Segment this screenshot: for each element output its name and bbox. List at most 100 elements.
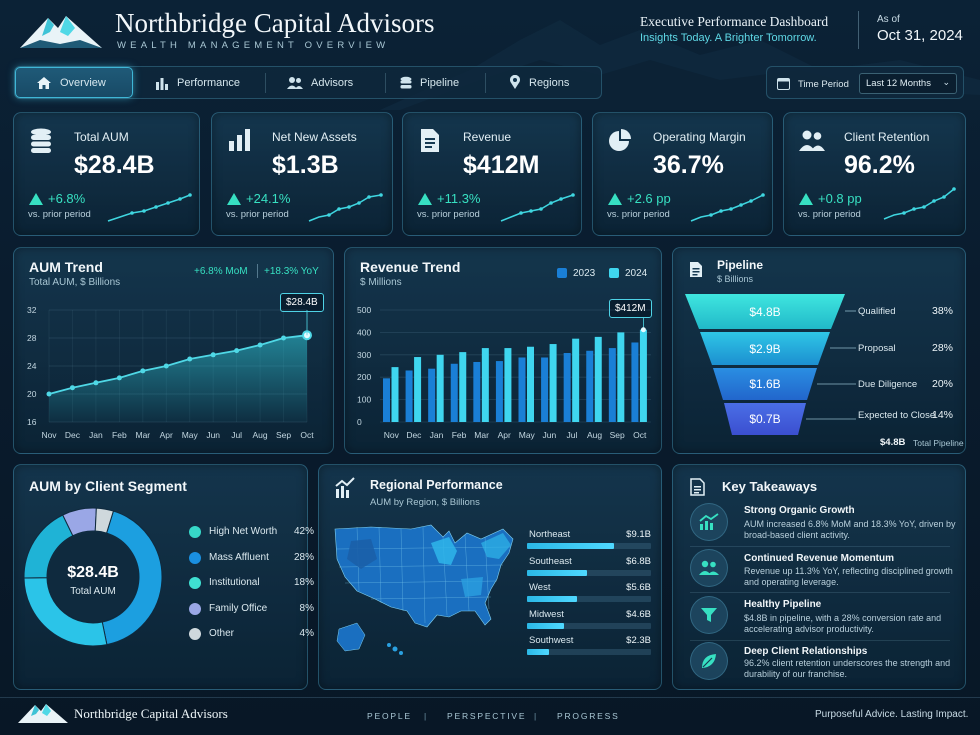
legend-dot	[189, 577, 201, 589]
segment-legend-item: Family Office 8%	[189, 602, 314, 616]
legend-dot	[189, 526, 201, 538]
region-bar-track	[527, 649, 651, 655]
chevron-down-icon: ⌄	[942, 77, 950, 87]
time-period-select[interactable]: Last 12 Months ⌄	[859, 73, 957, 94]
aum-point	[46, 391, 52, 397]
sparkline	[308, 193, 383, 222]
aum-point	[163, 363, 169, 369]
tab-pipeline[interactable]: Pipeline	[400, 67, 485, 98]
revenue-trend-chart: 0 100 200 300 400 500 Nov Dec Jan Feb Mar Apr May Jun…	[357, 305, 651, 440]
aum-trend-chart: 16 20 24 28 32 Nov Dec Jan Feb Mar Apr May Jun Jul Aug…	[27, 305, 314, 440]
up-arrow-icon	[227, 193, 241, 205]
kpi-comparison: vs. prior period	[607, 209, 670, 220]
revenue-trend-card: Revenue Trend $ Millions 2023 2024 $412M…	[344, 247, 662, 454]
kpi-comparison: vs. prior period	[226, 209, 289, 220]
takeaway-title: Healthy Pipeline	[744, 599, 822, 610]
legend-swatch-2024	[609, 268, 619, 278]
trend-up-icon	[699, 513, 719, 530]
dashboard-title: Executive Performance Dashboard	[640, 14, 829, 29]
bar-2024	[459, 352, 467, 422]
legend-dot	[189, 628, 201, 640]
legend-2024: 2024	[625, 268, 648, 279]
tab-advisors[interactable]: Advisors	[287, 67, 377, 98]
bar-2023	[495, 361, 503, 422]
footer-link-people[interactable]: PEOPLE	[367, 711, 412, 721]
region-name: Midwest	[529, 608, 564, 620]
card-title: AUM by Client Segment	[29, 478, 187, 494]
kpi-title: Total AUM	[74, 130, 129, 144]
regional-card: Regional Performance AUM by Region, $ Bi…	[318, 464, 662, 690]
funnel-value: $1.6B	[749, 377, 781, 391]
bar-2024	[527, 346, 534, 422]
divider	[690, 592, 950, 593]
x-tick-label: May	[519, 430, 536, 440]
region-bar-track	[527, 543, 651, 549]
x-tick-label: Nov	[384, 430, 400, 440]
donut-slice	[94, 507, 115, 534]
tab-regions[interactable]: Regions	[509, 67, 594, 98]
x-tick-label: Apr	[498, 430, 511, 440]
tab-overview[interactable]: Overview	[15, 67, 133, 98]
as-of-label: As of	[877, 14, 900, 25]
pipeline-total-label: Total Pipeline	[913, 438, 964, 448]
aum-yoy: +18.3% YoY	[264, 266, 319, 277]
segment-legend-item: Other 4%	[189, 627, 314, 641]
y-tick-label: 500	[357, 305, 371, 315]
footer-brand: Northbridge Capital Advisors	[74, 706, 228, 721]
footer-divider	[0, 697, 980, 698]
kpi-card-operating-margin: Operating Margin 36.7% +2.6 pp vs. prior…	[592, 112, 773, 236]
region-row: Southeast $6.8B	[527, 556, 651, 578]
aum-point	[187, 356, 193, 362]
x-tick-label: Jul	[567, 430, 578, 440]
aum-point	[69, 385, 75, 391]
kpi-delta: +24.1%	[246, 191, 291, 206]
main-nav: Overview Performance Advisors Pipeline R…	[14, 66, 602, 99]
footer-separator: |	[534, 711, 539, 721]
bar-2024	[414, 357, 422, 422]
stage-name: Expected to Close	[858, 410, 936, 421]
tab-divider	[385, 73, 386, 93]
donut-center-label: Total AUM	[70, 586, 116, 597]
tab-divider	[265, 73, 266, 93]
footer-tagline: Purposeful Advice. Lasting Impact.	[815, 709, 969, 720]
highlight-point	[640, 327, 646, 333]
document-icon	[690, 262, 702, 277]
footer-separator: |	[424, 711, 429, 721]
bar-2023	[541, 357, 549, 422]
stage-name: Proposal	[858, 343, 896, 354]
brand-subtitle: WEALTH MANAGEMENT OVERVIEW	[117, 40, 390, 51]
card-subtitle: AUM by Region, $ Billions	[370, 497, 480, 508]
aum-line	[48, 334, 308, 395]
document-icon	[690, 478, 705, 496]
bar-2023	[608, 348, 616, 422]
footer-link-perspective[interactable]: PERSPECTIVE	[447, 711, 527, 721]
aum-point	[93, 380, 99, 386]
kpi-value: 96.2%	[844, 151, 915, 179]
x-tick-label: Dec	[406, 430, 422, 440]
bar-2023	[631, 342, 639, 422]
home-icon	[37, 76, 51, 89]
takeaway-icon	[690, 549, 728, 587]
kpi-delta: +0.8 pp	[818, 191, 862, 206]
region-name: Southeast	[529, 555, 572, 567]
revenue-tooltip: $412M	[609, 299, 652, 318]
segment-legend-item: Institutional 18%	[189, 576, 314, 590]
database-icon	[400, 76, 412, 88]
divider	[257, 264, 258, 278]
x-tick-label: Jun	[543, 430, 557, 440]
x-tick-label: Sep	[276, 430, 291, 440]
x-tick-label: Sep	[610, 430, 625, 440]
tab-label: Regions	[529, 76, 570, 89]
footer-link-progress[interactable]: PROGRESS	[557, 711, 620, 721]
card-subtitle: $ Billions	[717, 274, 754, 284]
y-tick-label: 16	[27, 417, 37, 427]
tab-performance[interactable]: Performance	[155, 67, 265, 98]
takeaway-icon	[690, 503, 728, 541]
x-tick-label: Aug	[253, 430, 268, 440]
time-period-filter: Time Period Last 12 Months ⌄	[766, 66, 964, 99]
takeaway-icon	[690, 642, 728, 680]
segment-name: Other	[209, 628, 235, 639]
y-tick-label: 32	[27, 305, 37, 315]
kpi-value: $412M	[463, 151, 540, 179]
region-value: $5.6B	[626, 582, 651, 593]
